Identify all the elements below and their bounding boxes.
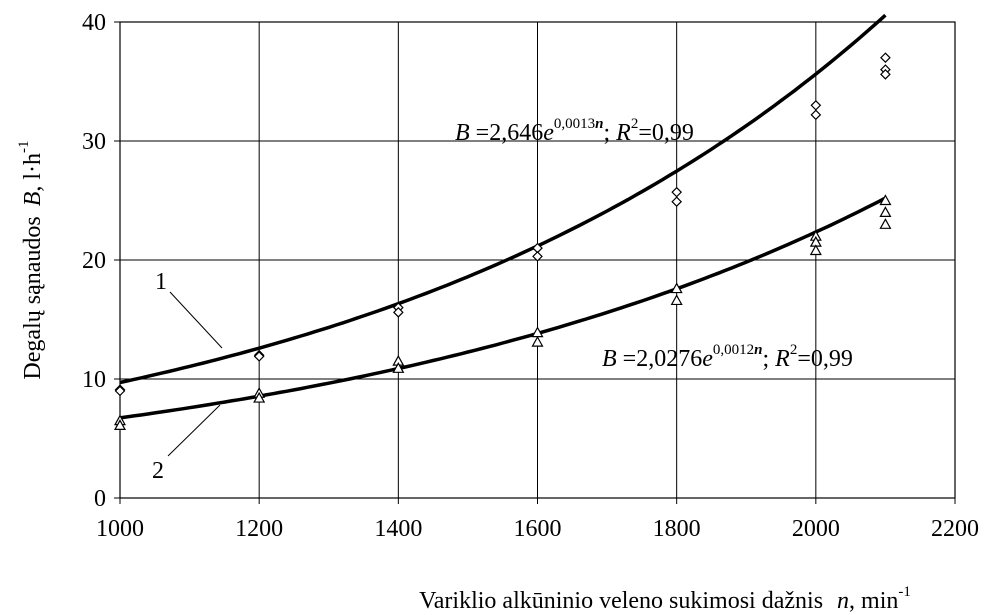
y-tick-labels: 0 10 20 30 40 [82, 10, 106, 512]
eq2-coef: =2,0276 [617, 346, 703, 372]
eq1-e: e [543, 120, 554, 146]
fit-curves [119, 13, 887, 420]
eq2-rsup: 2 [790, 342, 798, 358]
y-tick-label: 10 [82, 367, 106, 393]
data-point-series-2 [113, 419, 127, 431]
x-tick-label: 1800 [653, 516, 701, 542]
eq2-exp: 0,0012 [713, 342, 754, 358]
eq2-rtext: =0,99 [797, 346, 853, 372]
fit-curve-series-1 [119, 13, 887, 385]
data-points [113, 52, 892, 431]
y-tick-label: 0 [94, 486, 106, 512]
eq1-lead: B [455, 120, 470, 146]
data-point-series-1 [392, 307, 404, 318]
x-tick-labels: 1000 1200 1400 1600 1800 2000 2200 [96, 516, 979, 542]
eq1-coef: =2,646 [470, 120, 544, 146]
data-point-series-1 [671, 196, 683, 208]
eq2-expvar: n [754, 342, 762, 358]
x-tick-label: 1600 [514, 516, 562, 542]
y-axis-label-unit: , l·h [20, 153, 46, 192]
y-axis-label-symbol: B [20, 191, 46, 206]
series-label-1: 1 [155, 269, 167, 295]
axes [114, 21, 956, 504]
x-tick-label: 1200 [235, 516, 283, 542]
plot-frame [119, 21, 956, 499]
eq2-r: R [774, 346, 790, 372]
data-point-series-1 [253, 351, 265, 362]
eq1-rtext: =0,99 [638, 120, 694, 146]
data-point-series-2 [392, 362, 405, 373]
data-point-series-1 [880, 69, 891, 80]
y-tick-label: 20 [82, 248, 106, 274]
eq1-rsup: 2 [631, 116, 639, 132]
leader-line-series-1 [169, 291, 223, 349]
eq2-sep: ; [762, 346, 775, 372]
x-axis-label-unit-sup: -1 [898, 584, 911, 600]
data-point-series-1 [810, 99, 822, 111]
eq1-exp: 0,0013 [554, 116, 595, 132]
data-point-series-2 [531, 335, 544, 347]
y-tick-label: 30 [82, 129, 106, 155]
x-axis-label: Variklio alkūninio veleno sukimosi dažni… [419, 584, 911, 614]
data-point-series-1 [880, 52, 891, 64]
x-axis-label-unit: , min [849, 588, 898, 614]
eq2-lead: B [602, 346, 617, 372]
y-tick-label: 40 [82, 10, 106, 36]
y-axis-label-unit-sup: -1 [16, 140, 32, 153]
data-point-series-2 [670, 294, 683, 306]
eq1-r: R [615, 120, 631, 146]
data-point-series-1 [114, 385, 126, 397]
data-point-series-2 [879, 218, 892, 229]
data-point-series-2 [879, 206, 892, 217]
eq1-expvar: n [595, 116, 603, 132]
x-axis-label-symbol: n [837, 588, 849, 614]
data-point-series-2 [809, 244, 822, 256]
data-point-series-1 [810, 109, 822, 121]
eq2-e: e [702, 346, 713, 372]
fit-curve-series-2 [119, 196, 887, 420]
equation-series-2: B =2,0276e0,0012n; R2=0,99 [602, 342, 853, 372]
x-tick-label: 1000 [96, 516, 144, 542]
data-point-series-1 [532, 251, 543, 262]
data-point-series-2 [879, 194, 892, 206]
x-tick-label: 2000 [792, 516, 840, 542]
data-point-series-2 [670, 282, 683, 294]
equation-series-1: B =2,646e0,0013n; R2=0,99 [455, 116, 694, 146]
leader-line-series-2 [167, 404, 221, 457]
x-tick-label: 2200 [931, 516, 979, 542]
series-label-2: 2 [152, 458, 164, 484]
series-labels: 12 [152, 269, 223, 484]
x-tick-label: 1400 [374, 516, 422, 542]
data-point-series-1 [671, 186, 683, 198]
x-axis-label-text: Variklio alkūninio veleno sukimosi dažni… [419, 588, 823, 614]
data-point-series-2 [253, 391, 266, 403]
y-axis-label: Degalų sąnaudos B, l·h-1 [16, 140, 46, 379]
y-axis-label-text: Degalų sąnaudos [20, 216, 46, 379]
eq1-sep: ; [603, 120, 616, 146]
